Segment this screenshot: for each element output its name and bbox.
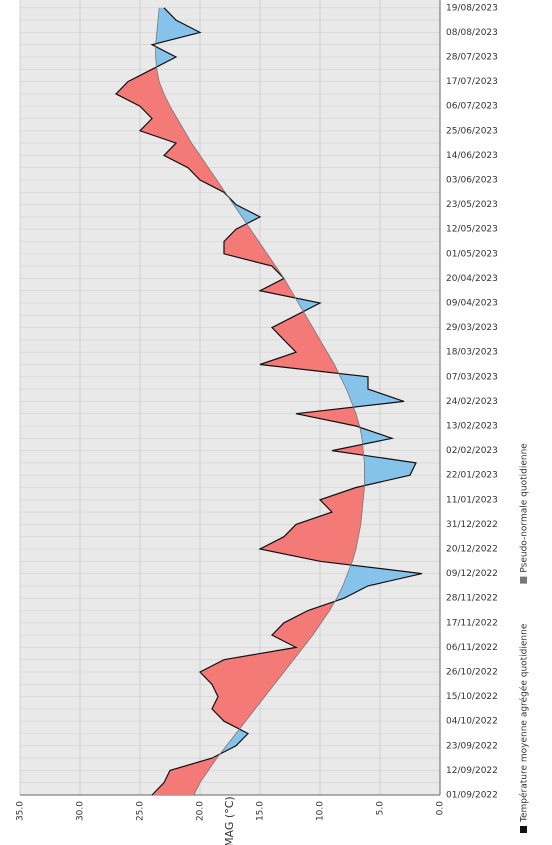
- x-tick-label: 07/03/2023: [446, 372, 498, 382]
- y-axis-title: TMAG (°C): [223, 796, 236, 845]
- x-tick-label: 18/03/2023: [446, 348, 498, 358]
- x-tick-label: 12/05/2023: [446, 225, 498, 235]
- x-tick-label: 14/06/2023: [446, 151, 498, 161]
- x-tick-label: 06/07/2023: [446, 102, 498, 112]
- y-tick-label: 15.0: [256, 801, 266, 821]
- x-tick-label: 09/12/2022: [446, 569, 498, 579]
- x-tick-label: 25/06/2023: [446, 126, 498, 136]
- y-tick-label: 25.0: [136, 801, 146, 821]
- x-tick-label: 03/06/2023: [446, 176, 498, 186]
- x-tick-label: 01/09/2022: [446, 791, 498, 801]
- x-tick-label: 28/11/2022: [446, 594, 498, 604]
- below-normal-area: [155, 7, 422, 795]
- x-tick-label: 19/08/2023: [446, 3, 498, 13]
- x-tick-label: 20/04/2023: [446, 274, 498, 284]
- x-tick-label: 17/07/2023: [446, 77, 498, 87]
- x-tick-label: 26/10/2022: [446, 668, 498, 678]
- y-tick-label: 0.0: [436, 801, 446, 816]
- x-tick-label: 24/02/2023: [446, 397, 498, 407]
- y-tick-label: 10.0: [316, 801, 326, 821]
- x-tick-label: 01/05/2023: [446, 249, 498, 259]
- normal-line: [155, 7, 365, 796]
- temperature-line: [115, 7, 423, 796]
- x-tick-label: 31/12/2022: [446, 520, 498, 530]
- x-tick-label: 29/03/2023: [446, 323, 498, 333]
- plot-background: [20, 0, 440, 795]
- x-tick-label: 28/07/2023: [446, 53, 498, 63]
- x-tick-label: 08/08/2023: [446, 28, 498, 38]
- x-tick-label: 15/10/2022: [446, 692, 498, 702]
- rotated-chart: TMAG (°C) 0.0 5.0 10.0 15.0 20.0 25.0 30.0 35.0…: [16, 0, 530, 845]
- below-group: [155, 7, 422, 795]
- x-tick-label: 20/12/2022: [446, 545, 498, 555]
- legend-label: Pseudo-normale quotidienne: [520, 443, 530, 573]
- y-tick-label: 5.0: [376, 801, 386, 816]
- x-tick-label: 23/05/2023: [446, 200, 498, 210]
- x-tick-label: 23/09/2022: [446, 741, 498, 751]
- legend-swatch: [520, 576, 527, 584]
- x-tick-label: 04/10/2022: [446, 717, 498, 727]
- x-tick-label: 17/11/2022: [446, 618, 498, 628]
- x-tick-label: 13/02/2023: [446, 422, 498, 432]
- x-tick-label: 02/02/2023: [446, 446, 498, 456]
- legend-label: Température moyenne agrégée quotidienne: [519, 623, 530, 823]
- x-tick-label: 11/01/2023: [446, 495, 498, 505]
- x-tick-label: 22/01/2023: [446, 471, 498, 481]
- y-tick-label: 20.0: [196, 801, 206, 821]
- y-tick-label: 30.0: [76, 801, 86, 821]
- x-tick-label: 06/11/2022: [446, 643, 498, 653]
- legend-swatch: [520, 826, 527, 833]
- x-tick-label: 12/09/2022: [446, 766, 498, 776]
- x-tick-label: 09/04/2023: [446, 299, 498, 309]
- y-tick-label: 35.0: [16, 801, 26, 821]
